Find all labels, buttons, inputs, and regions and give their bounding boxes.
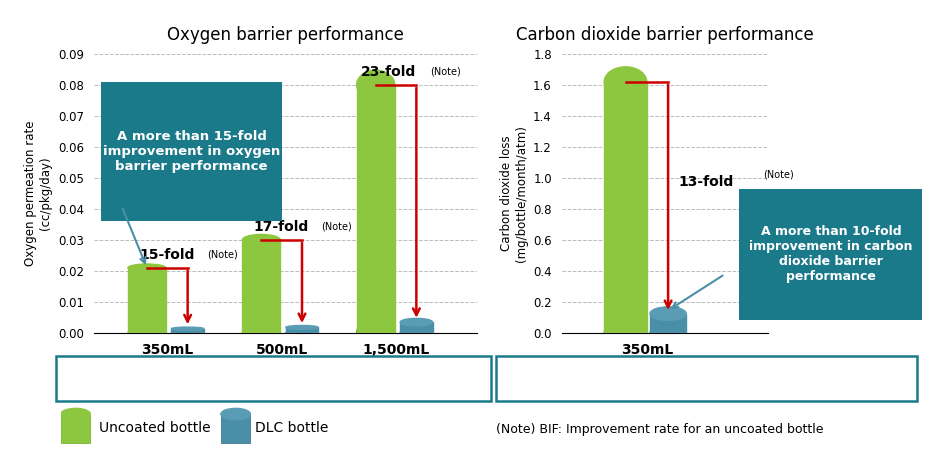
Bar bbox=[242, 240, 281, 333]
Text: (Note) BIF: Improvement rate for an uncoated bottle: (Note) BIF: Improvement rate for an unco… bbox=[496, 423, 824, 436]
Text: 13-fold: 13-fold bbox=[678, 175, 733, 189]
Bar bbox=[285, 328, 318, 333]
Text: (Note): (Note) bbox=[763, 170, 794, 180]
Bar bbox=[605, 82, 647, 333]
Bar bbox=[171, 328, 204, 333]
FancyBboxPatch shape bbox=[221, 414, 251, 443]
Ellipse shape bbox=[605, 67, 647, 97]
Text: DLC bottle: DLC bottle bbox=[255, 420, 328, 435]
Text: A more than 10-fold
improvement in carbon
dioxide barrier
performance: A more than 10-fold improvement in carbo… bbox=[750, 225, 913, 283]
Y-axis label: Oxygen permeation rate
(cc/pkg/day): Oxygen permeation rate (cc/pkg/day) bbox=[24, 121, 52, 266]
Ellipse shape bbox=[128, 264, 166, 272]
Ellipse shape bbox=[357, 70, 395, 100]
Ellipse shape bbox=[171, 327, 204, 330]
Bar bbox=[128, 268, 166, 333]
Ellipse shape bbox=[221, 409, 251, 419]
Ellipse shape bbox=[61, 409, 91, 419]
Ellipse shape bbox=[285, 331, 318, 335]
Text: 15-fold: 15-fold bbox=[139, 248, 195, 262]
Text: A more than 15-fold
improvement in oxygen
barrier performance: A more than 15-fold improvement in oxyge… bbox=[103, 130, 280, 173]
Ellipse shape bbox=[650, 326, 686, 340]
FancyBboxPatch shape bbox=[61, 414, 91, 443]
Ellipse shape bbox=[128, 329, 166, 337]
Y-axis label: Carbon dioxide loss
(mg/bottle/month/atm): Carbon dioxide loss (mg/bottle/month/atm… bbox=[500, 125, 528, 262]
Text: (Note): (Note) bbox=[431, 66, 461, 76]
Ellipse shape bbox=[605, 318, 647, 348]
Ellipse shape bbox=[285, 325, 318, 329]
Text: 17-fold: 17-fold bbox=[254, 220, 309, 234]
Bar bbox=[357, 85, 395, 333]
Ellipse shape bbox=[401, 318, 432, 326]
Text: (Note): (Note) bbox=[321, 221, 352, 231]
Ellipse shape bbox=[242, 234, 281, 246]
Text: 23-fold: 23-fold bbox=[360, 65, 416, 79]
Text: Uncoated bottle: Uncoated bottle bbox=[99, 420, 211, 435]
Bar bbox=[650, 314, 686, 333]
Ellipse shape bbox=[401, 329, 432, 337]
Ellipse shape bbox=[357, 318, 395, 348]
Ellipse shape bbox=[650, 307, 686, 320]
Bar bbox=[401, 322, 432, 333]
Title: Oxygen barrier performance: Oxygen barrier performance bbox=[167, 26, 404, 44]
FancyBboxPatch shape bbox=[100, 82, 283, 221]
Text: (Note): (Note) bbox=[207, 249, 238, 259]
Ellipse shape bbox=[242, 328, 281, 338]
Text: The oxygen permeation can be drastically reduced.: The oxygen permeation can be drastically… bbox=[101, 372, 446, 384]
Title: Carbon dioxide barrier performance: Carbon dioxide barrier performance bbox=[516, 26, 813, 44]
Text: Carbon dioxide loss can be drastically reduced.: Carbon dioxide loss can be drastically r… bbox=[548, 372, 865, 384]
Ellipse shape bbox=[171, 332, 204, 334]
